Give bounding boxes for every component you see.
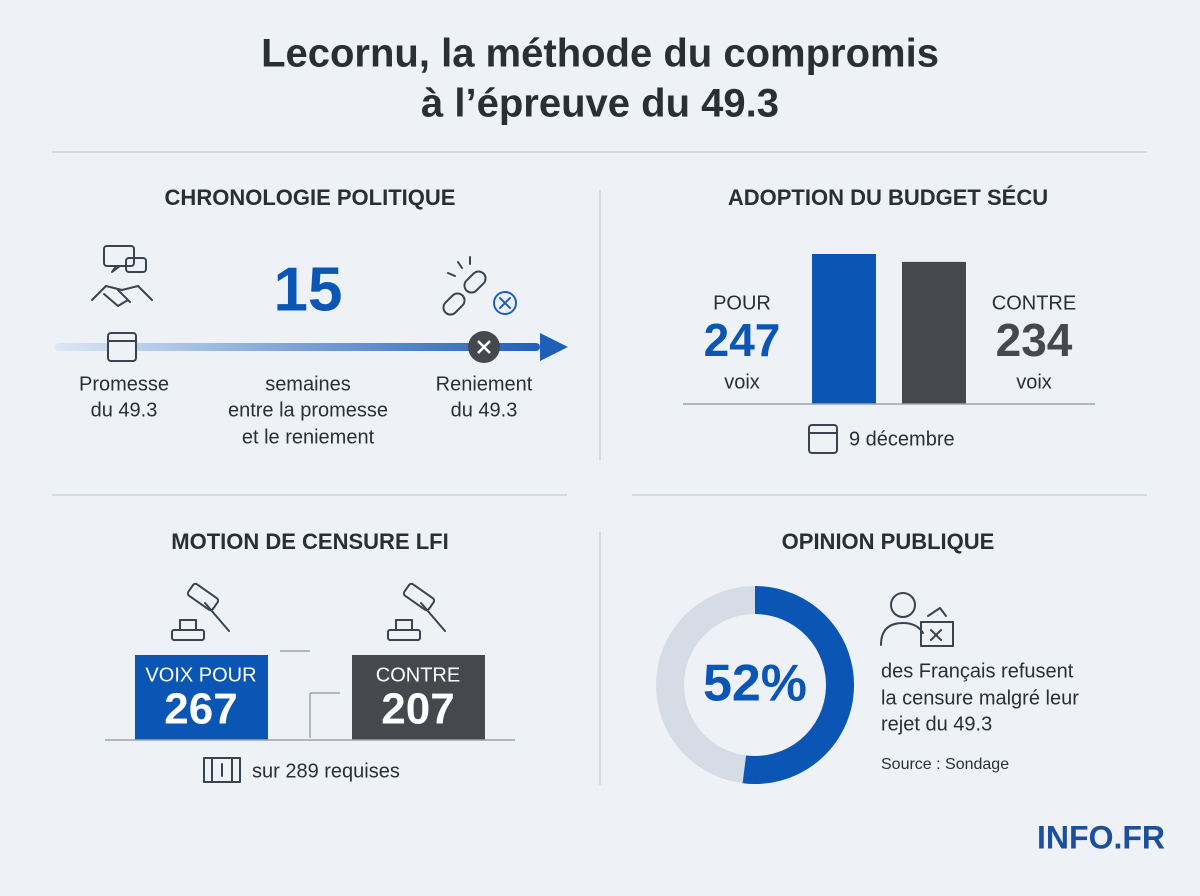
connector [280,650,340,738]
broken-chain-icon [442,256,517,316]
start-label: Promesse [79,373,169,395]
category-label: CONTRE [992,292,1076,314]
timeline [55,343,540,351]
bar [812,254,876,404]
calendar-icon [107,332,137,362]
section-title: MOTION DE CENSURE LFI [171,529,448,554]
date-label: 9 décembre [849,428,955,450]
donut-arc [742,586,854,784]
vote-box [352,655,485,740]
donut-label: 52% [703,655,807,713]
unit-label: voix [1016,371,1052,393]
vote-label: CONTRE [376,664,460,686]
handshake-icon [91,245,153,307]
gavel-icon [171,582,230,641]
source: Source : Sondage [881,756,1009,773]
title-line: Lecornu, la méthode du compromis [261,32,939,76]
end-label: Reniement [436,373,533,395]
section-title: OPINION PUBLIQUE [782,529,995,554]
gavel-icon [387,582,446,641]
bar [902,261,966,404]
opinion-text: rejet du 49.3 [881,713,992,735]
required-label: sur 289 requises [252,760,400,782]
weeks-label: et le reniement [242,426,375,448]
end-marker-cross [477,340,491,354]
vote-value: 267 [164,685,237,734]
value-label: 247 [704,314,781,366]
weeks-number: 15 [274,255,343,324]
calendar-icon [808,424,838,454]
weeks-label: entre la promesse [228,399,388,421]
start-label: du 49.3 [91,399,158,421]
voter-icon [880,592,954,647]
section-title: CHRONOLOGIE POLITIQUE [165,185,456,210]
vote-label: VOIX POUR [145,664,256,686]
vote-value: 207 [381,685,454,734]
title-line: à l’épreuve du 49.3 [421,82,779,126]
section-title: ADOPTION DU BUDGET SÉCU [728,185,1048,210]
value-label: 234 [996,314,1073,366]
category-label: POUR [713,292,771,314]
opinion-text: des Français refusent [881,660,1074,682]
vote-box [135,655,268,740]
brand: INFO.FR [1037,819,1165,855]
end-label: du 49.3 [451,399,518,421]
weeks-label: semaines [265,373,351,395]
unit-label: voix [724,371,760,393]
timeline-arrow [540,333,568,361]
threshold-icon [203,757,241,783]
opinion-text: la censure malgré leur [881,687,1079,709]
